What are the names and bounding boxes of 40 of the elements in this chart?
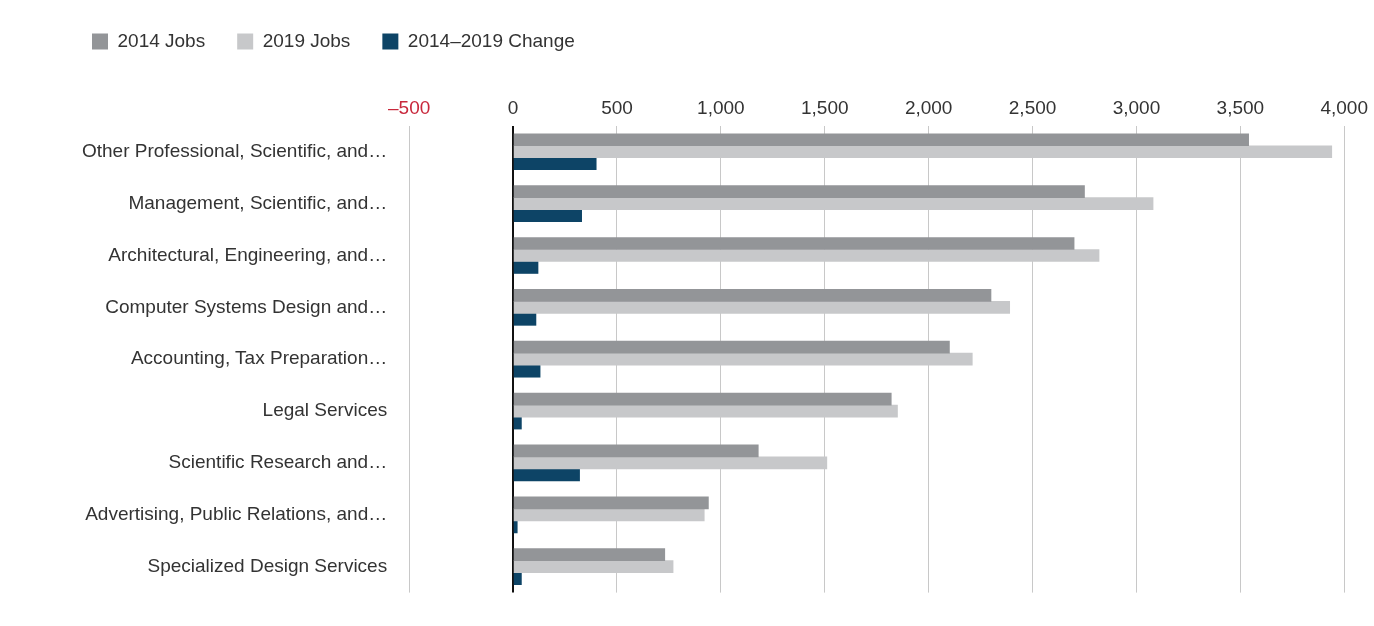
y-tick-label: Specialized Design Services xyxy=(147,554,388,576)
y-tick-label: Management, Scientific, and… xyxy=(128,191,388,213)
y-tick-label: Accounting, Tax Preparation… xyxy=(130,347,388,369)
y-tick-label: Architectural, Engineering, and… xyxy=(108,243,388,265)
x-tick-label: 3,000 xyxy=(1112,96,1161,118)
bar xyxy=(513,157,597,171)
legend-label: 2014–2019 Change xyxy=(407,29,575,51)
y-tick-label: Scientific Research and… xyxy=(168,451,388,473)
legend-label: 2019 Jobs xyxy=(262,29,351,51)
x-tick-label: 2,500 xyxy=(1008,96,1057,118)
bar xyxy=(513,392,892,406)
bar xyxy=(513,548,666,561)
x-tick-label: 3,500 xyxy=(1216,96,1265,118)
y-tick-label: Legal Services xyxy=(262,399,388,421)
bar xyxy=(513,185,1085,198)
bar xyxy=(513,133,1249,147)
bar xyxy=(513,237,1075,250)
bar xyxy=(513,313,537,326)
y-tick-label: Other Professional, Scientific, and… xyxy=(81,139,388,161)
x-tick-label: 500 xyxy=(601,96,633,118)
x-tick-label: 4,000 xyxy=(1320,96,1368,118)
bar xyxy=(513,520,518,534)
bar xyxy=(513,261,539,274)
bar xyxy=(513,444,759,458)
bar xyxy=(513,209,582,222)
bar xyxy=(513,289,992,302)
x-tick-label: 1,000 xyxy=(697,96,745,118)
x-tick-label: 1,500 xyxy=(800,96,849,118)
x-tick-label: 0 xyxy=(507,96,519,118)
bar xyxy=(513,468,580,482)
bar xyxy=(513,416,522,430)
bar xyxy=(513,572,522,585)
y-tick-label: Advertising, Public Relations, and… xyxy=(85,503,388,525)
bar xyxy=(513,340,950,354)
legend-label: 2014 Jobs xyxy=(117,29,206,51)
bar xyxy=(513,364,541,378)
x-tick-label: 2,000 xyxy=(904,96,953,118)
x-tick-label: –500 xyxy=(388,96,431,118)
bar xyxy=(513,496,709,510)
y-tick-label: Computer Systems Design and… xyxy=(105,295,388,317)
